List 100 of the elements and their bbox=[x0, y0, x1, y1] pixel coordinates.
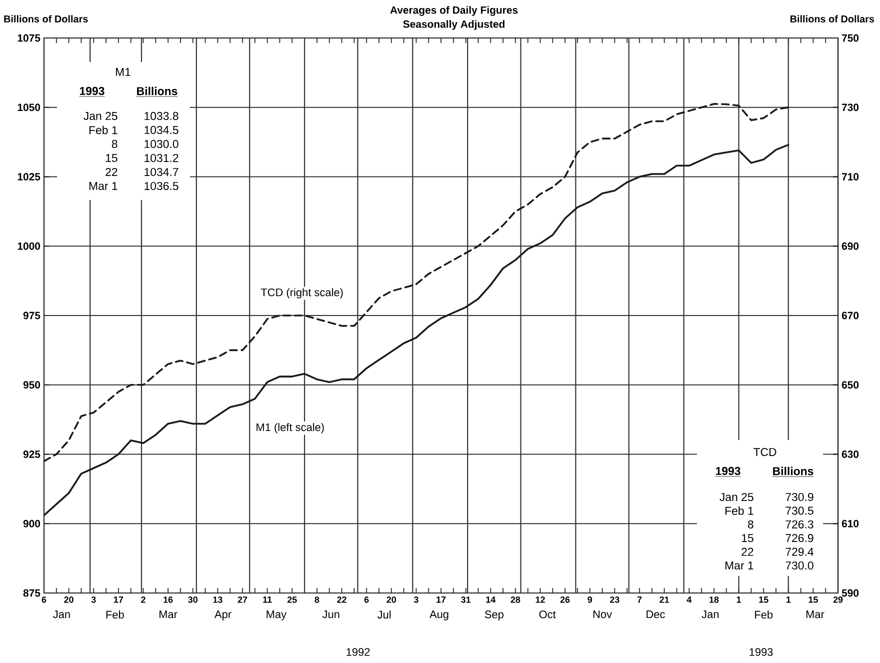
y2-tick-label: 610 bbox=[842, 520, 859, 528]
annotation: Feb 1 bbox=[89, 126, 118, 134]
x-tick-label: 1 bbox=[736, 596, 741, 603]
annotation: 15 bbox=[742, 534, 754, 542]
y2-tick-label: 650 bbox=[842, 381, 859, 389]
annotation: Feb 1 bbox=[725, 506, 754, 515]
x2-tick-label: Feb bbox=[106, 610, 124, 619]
annotation: 729.4 bbox=[786, 548, 814, 556]
annotation: Billions bbox=[773, 466, 814, 476]
annotation: 730.5 bbox=[786, 506, 814, 515]
y-tick-label: 1025 bbox=[18, 173, 40, 180]
x-tick-label: 1 bbox=[786, 596, 791, 603]
annotation: 1031.2 bbox=[144, 154, 178, 162]
x-tick-label: 6 bbox=[364, 596, 369, 603]
y2-tick-label: 670 bbox=[842, 312, 859, 320]
annotation: 8 bbox=[112, 140, 118, 148]
annotation: 1036.5 bbox=[144, 182, 178, 190]
x2-tick-label: Mar bbox=[160, 610, 178, 618]
x2-tick-label: May bbox=[266, 610, 286, 620]
y-tick-label: 925 bbox=[23, 450, 40, 458]
x-tick-label: 21 bbox=[660, 596, 670, 603]
x2-tick-label: Mar bbox=[806, 610, 824, 618]
x-tick-label: 11 bbox=[263, 596, 272, 603]
annotation: 726.3 bbox=[786, 520, 814, 528]
annotation: TCD bbox=[753, 448, 776, 456]
x-tick-label: 17 bbox=[436, 596, 446, 603]
y2-tick-label: 590 bbox=[842, 589, 859, 597]
x2-tick-label: Apr bbox=[214, 610, 232, 620]
x-tick-label: 4 bbox=[686, 596, 692, 603]
x-tick-label: 6 bbox=[42, 596, 46, 603]
x-tick-label: 12 bbox=[536, 596, 545, 603]
annotation: 15 bbox=[106, 154, 118, 162]
x-tick-label: 18 bbox=[710, 596, 719, 603]
x-tick-label: 30 bbox=[188, 596, 198, 603]
annotation: 22 bbox=[106, 168, 118, 176]
x2-tick-label: Sep bbox=[484, 610, 504, 620]
x-tick-label: 15 bbox=[808, 596, 818, 603]
y-tick-label: 1000 bbox=[18, 242, 40, 250]
y2-tick-label: 730 bbox=[842, 104, 859, 112]
annotation: M1 bbox=[116, 68, 130, 76]
x-tick-label: 28 bbox=[510, 596, 520, 603]
x-tick-label: 17 bbox=[114, 596, 124, 603]
y-tick-label: 900 bbox=[23, 520, 40, 528]
x2-tick-label: Aug bbox=[430, 610, 448, 620]
x2-tick-label: Dec bbox=[646, 610, 665, 618]
x2-tick-label: Jan bbox=[702, 610, 719, 618]
annotation: 1034.7 bbox=[144, 168, 178, 176]
y2-tick-label: 690 bbox=[842, 242, 859, 250]
annotation: 8 bbox=[748, 520, 754, 528]
y-tick-label: 1050 bbox=[18, 104, 40, 112]
x-tick-label: 20 bbox=[386, 596, 396, 603]
series-label: TCD (right scale) bbox=[260, 288, 343, 298]
annotation: 1030.0 bbox=[144, 140, 178, 148]
x2-tick-label: Nov bbox=[593, 610, 612, 618]
y-tick-label: 950 bbox=[23, 381, 40, 389]
x-tick-label: 3 bbox=[91, 596, 96, 603]
chart-title: Averages of Daily Figures bbox=[390, 6, 518, 16]
x-tick-label: 26 bbox=[560, 596, 570, 603]
text: 1992 bbox=[346, 648, 370, 656]
x-tick-label: 7 bbox=[637, 596, 642, 603]
y-axis-title: Billions of Dollars bbox=[4, 15, 88, 22]
annotation: 1993 bbox=[716, 466, 740, 476]
x2-tick-label: Feb bbox=[755, 610, 773, 619]
annotation: Jan 25 bbox=[84, 112, 118, 120]
annotation: 1033.8 bbox=[144, 112, 178, 120]
annotation: 1993 bbox=[80, 86, 104, 96]
annotation: Mar 1 bbox=[89, 182, 118, 190]
x2-tick-label: Jan bbox=[53, 610, 70, 618]
y2-tick-label: 630 bbox=[842, 450, 859, 458]
x-tick-label: 14 bbox=[486, 596, 496, 603]
x-tick-label: 2 bbox=[141, 596, 146, 603]
annotation: Mar 1 bbox=[725, 562, 754, 570]
text: M1 (left scale) bbox=[256, 423, 324, 434]
x-tick-label: 13 bbox=[213, 596, 222, 603]
x-tick-label: 23 bbox=[610, 596, 620, 603]
x-tick-label: 15 bbox=[759, 596, 768, 603]
x2-tick-label: Jun bbox=[322, 610, 340, 618]
chart-subtitle: Seasonally Adjusted bbox=[403, 20, 504, 30]
annotation: 1034.5 bbox=[144, 126, 178, 134]
x-tick-label: 8 bbox=[314, 596, 320, 603]
x-tick-label: 29 bbox=[833, 596, 843, 603]
y2-tick-label: 710 bbox=[842, 173, 859, 180]
x-tick-label: 25 bbox=[287, 596, 297, 603]
x-tick-label: 9 bbox=[588, 596, 592, 603]
annotation: 22 bbox=[742, 548, 754, 556]
y-tick-label: 875 bbox=[23, 589, 40, 597]
x-tick-label: 31 bbox=[461, 596, 471, 603]
y2-axis-title: Billions of Dollars bbox=[790, 15, 874, 22]
x-tick-label: 3 bbox=[414, 596, 418, 603]
y-tick-label: 975 bbox=[23, 312, 40, 320]
x-tick-label: 27 bbox=[238, 596, 248, 603]
x-tick-label: 16 bbox=[164, 596, 173, 603]
y-tick-label: 1075 bbox=[18, 34, 40, 42]
x-tick-label: 20 bbox=[64, 596, 74, 603]
y2-tick-label: 750 bbox=[842, 34, 859, 42]
x-tick-label: 22 bbox=[337, 596, 346, 603]
text: 1993 bbox=[750, 648, 773, 656]
annotation: Billions bbox=[137, 86, 178, 96]
annotation: 730.9 bbox=[786, 492, 814, 502]
x2-tick-label: Jul bbox=[377, 610, 391, 619]
